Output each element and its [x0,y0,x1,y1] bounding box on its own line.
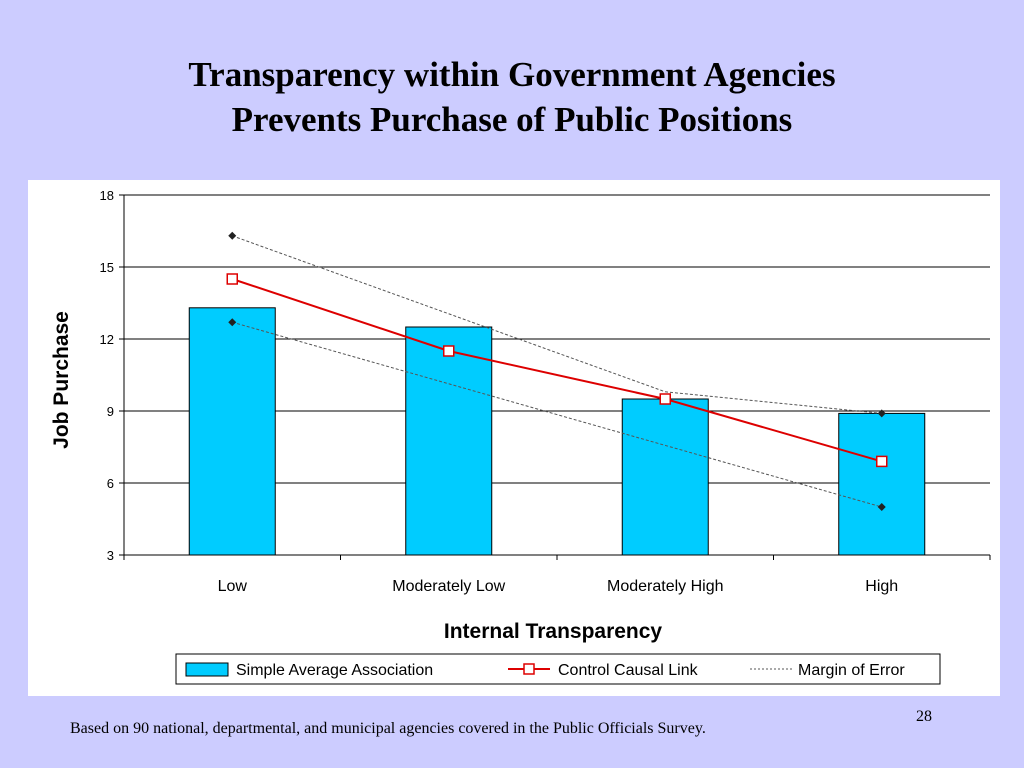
bar [405,326,493,556]
chart-svg: 3 6 9 12 15 18 Low Moderately Low Moderately Hig… [50,188,991,685]
x-tick-label: Low [218,578,248,595]
legend-line-marker [523,663,535,675]
x-tick-label: High [865,578,898,595]
error-point [877,503,886,511]
error-point [228,318,237,327]
error-point [877,409,886,418]
y-tick-label: 18 [100,188,114,203]
causal-point [659,393,671,405]
bar [621,398,709,556]
slide-title: Transparency within Government Agencies … [0,52,1024,142]
y-tick-label: 9 [107,404,114,419]
y-tick-label: 3 [107,548,114,563]
error-line-lower [232,321,882,508]
legend: Simple Average Association Control Causal… [175,653,941,685]
x-axis-title: Internal Transparency [444,620,663,643]
title-line-2: Prevents Purchase of Public Positions [231,100,793,139]
legend-bar-swatch [185,662,229,677]
error-line-upper [232,235,882,414]
y-axis-title: Job Purchase [50,311,73,449]
x-tick-label: Moderately High [607,578,724,595]
title-line-1: Transparency within Government Agencies [188,55,836,94]
y-tick-label: 6 [107,476,114,491]
causal-point [443,345,455,357]
causal-point [876,455,888,468]
legend-label-error: Margin of Error [798,662,905,679]
chart-panel: 3 6 9 12 15 18 Low Moderately Low Moderately Hig… [28,180,1000,696]
bar [188,307,276,556]
causal-point [226,273,238,285]
x-tick-label: Moderately Low [392,578,505,595]
error-point [228,231,237,240]
legend-label-causal: Control Causal Link [558,662,699,679]
page-number: 28 [916,708,932,725]
causal-line [231,278,883,463]
y-tick-label: 12 [100,332,114,347]
legend-label-simple: Simple Average Association [236,662,433,679]
footnote: Based on 90 national, departmental, and … [70,720,706,737]
legend-box [175,653,941,685]
bar [838,412,926,556]
y-tick-label: 15 [100,260,114,275]
